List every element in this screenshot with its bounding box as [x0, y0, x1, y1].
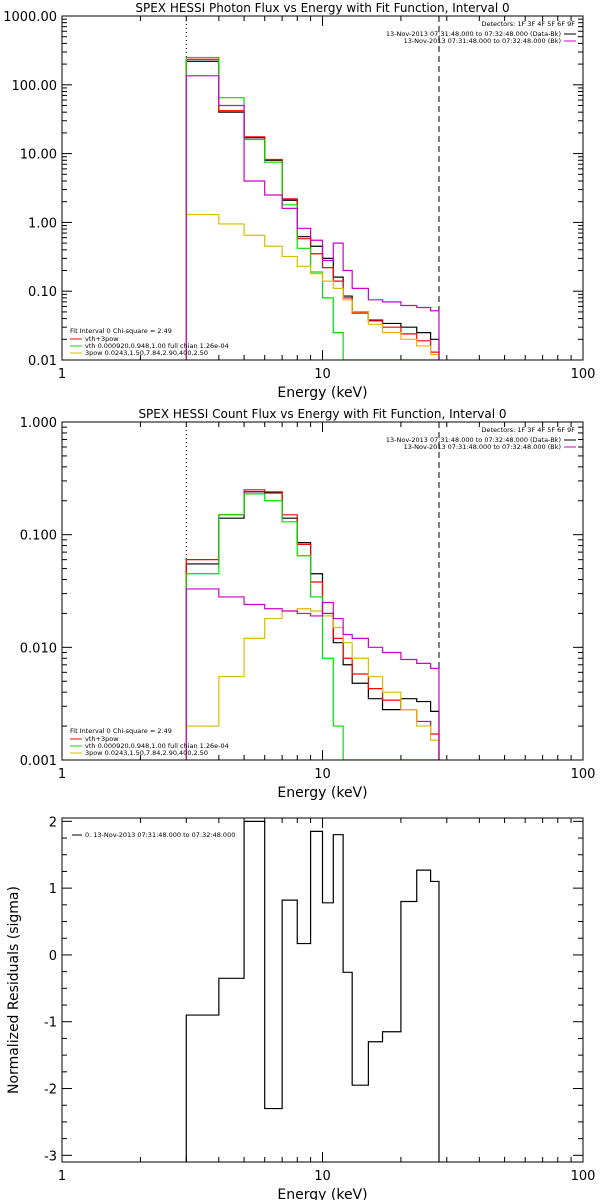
x-tick-label: 100 [571, 1169, 596, 1184]
y-tick-label: 2 [49, 815, 57, 830]
y-tick-label: -2 [44, 1083, 57, 1098]
legend-title: Fit Interval 0 Chi-square = 2.49 [70, 727, 172, 735]
series-line-3 [185, 608, 440, 760]
legend-title: Detectors: 1F 3F 4F 5F 6F 9F [481, 20, 575, 28]
series-line-2 [185, 56, 439, 360]
y-tick-label: -3 [44, 1149, 57, 1164]
legend-label: vth+3pow [85, 335, 119, 343]
x-axis-label: Energy (keV) [277, 1187, 367, 1200]
legend-label: 3pow 0.0243,1.50,7.84,2.90,400,2.50 [85, 749, 208, 757]
y-tick-label: 0.100 [20, 529, 57, 544]
series-line-4 [185, 588, 440, 760]
series-line-0 [185, 820, 440, 1162]
chart-title: SPEX HESSI Photon Flux vs Energy with Fi… [135, 1, 509, 15]
y-tick-label: 100.00 [12, 79, 58, 94]
x-tick-label: 10 [314, 767, 331, 782]
y-tick-label: 1.00 [28, 216, 57, 231]
y-tick-label: 0 [49, 949, 57, 964]
legend-title: Fit Interval 0 Chi-square = 2.49 [70, 327, 172, 335]
legend-label: vth 0.000920,0.948,1.00 full chian 1.26e… [85, 342, 229, 350]
y-tick-label: -1 [44, 1016, 57, 1031]
series-line-3 [185, 213, 440, 360]
legend-label: 13-Nov-2013 07:31:48.000 to 07:32:48.000… [386, 30, 561, 38]
y-tick-label: 1 [49, 882, 57, 897]
x-tick-label: 100 [571, 367, 596, 382]
y-tick-label: 1.000 [20, 416, 57, 431]
chart-title: SPEX HESSI Count Flux vs Energy with Fit… [138, 407, 506, 421]
y-axis-label: Normalized Residuals (sigma) [6, 886, 22, 1094]
legend-label: 13-Nov-2013 07:31:48.000 to 07:32:48.000… [404, 443, 561, 451]
x-tick-label: 1 [58, 1169, 66, 1184]
legend-label: vth 0.000920,0.948,1.00 full chian 1.26e… [85, 742, 229, 750]
x-axis-label: Energy (keV) [277, 385, 367, 401]
legend-label: 0. 13-Nov-2013 07:31:48.000 to 07:32:48.… [85, 831, 235, 839]
y-tick-label: 0.010 [20, 641, 57, 656]
legend-label: vth+3pow [85, 735, 119, 743]
legend-label: 3pow 0.0243,1.50,7.84,2.90,400,2.50 [85, 349, 208, 357]
legend-label: 13-Nov-2013 07:31:48.000 to 07:32:48.000… [404, 37, 561, 45]
series-line-1 [185, 58, 440, 360]
series-line-4 [185, 75, 440, 360]
series-line-1 [185, 489, 440, 760]
y-tick-label: 0.001 [20, 754, 57, 769]
plot-frame [61, 421, 584, 761]
y-tick-label: 0.01 [28, 354, 57, 369]
x-tick-label: 1 [58, 767, 66, 782]
y-tick-label: 10.00 [20, 148, 57, 163]
x-tick-label: 100 [571, 767, 596, 782]
x-tick-label: 10 [314, 367, 331, 382]
x-axis-label: Energy (keV) [277, 785, 367, 801]
plot-frame [61, 15, 584, 361]
plot-frame [61, 817, 584, 1163]
series-line-2 [185, 493, 439, 760]
x-tick-label: 10 [314, 1169, 331, 1184]
y-tick-label: 0.10 [28, 285, 57, 300]
series-line-0 [185, 491, 440, 760]
y-tick-label: 1000.00 [3, 10, 57, 25]
legend-label: 13-Nov-2013 07:31:48.000 to 07:32:48.000… [386, 436, 561, 444]
x-tick-label: 1 [58, 367, 66, 382]
legend-title: Detectors: 1F 3F 4F 5F 6F 9F [481, 426, 575, 434]
